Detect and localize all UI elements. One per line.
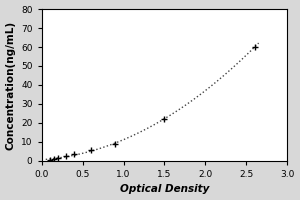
X-axis label: Optical Density: Optical Density — [120, 184, 209, 194]
Y-axis label: Concentration(ng/mL): Concentration(ng/mL) — [6, 20, 16, 150]
